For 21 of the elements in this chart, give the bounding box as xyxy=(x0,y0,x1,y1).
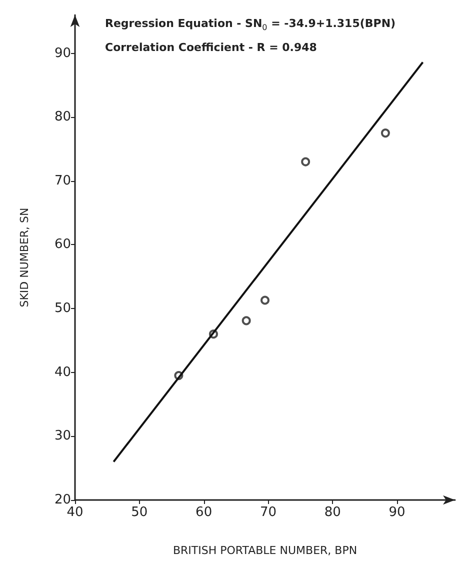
y-tick-label: 80 xyxy=(54,110,71,125)
y-tick-label: 30 xyxy=(54,428,71,444)
y-tick-label: 40 xyxy=(54,364,71,380)
x-tick-label: 40 xyxy=(66,505,84,520)
y-tick-label: 20 xyxy=(54,492,71,508)
x-tick-label: 90 xyxy=(388,505,406,520)
point xyxy=(242,316,251,326)
point xyxy=(301,157,310,166)
y-tick-label: 60 xyxy=(54,237,71,252)
x-tick-label: 60 xyxy=(196,505,212,520)
x-tick-label: 80 xyxy=(324,505,341,520)
annotation: Correlation Coefficient - R = 0.948 xyxy=(105,41,317,54)
y-axis-title: SKID NUMBER, SN xyxy=(18,208,31,308)
y-tick-label: 90 xyxy=(54,46,71,61)
point xyxy=(260,296,270,305)
x-axis-title: BRITISH PORTABLE NUMBER, BPN xyxy=(172,544,358,557)
x-tick-label: 50 xyxy=(131,505,148,520)
x-tick-label: 70 xyxy=(260,505,276,520)
point xyxy=(380,128,390,138)
y-tick-label: 50 xyxy=(54,301,71,316)
y-tick-label: 70 xyxy=(54,173,71,188)
